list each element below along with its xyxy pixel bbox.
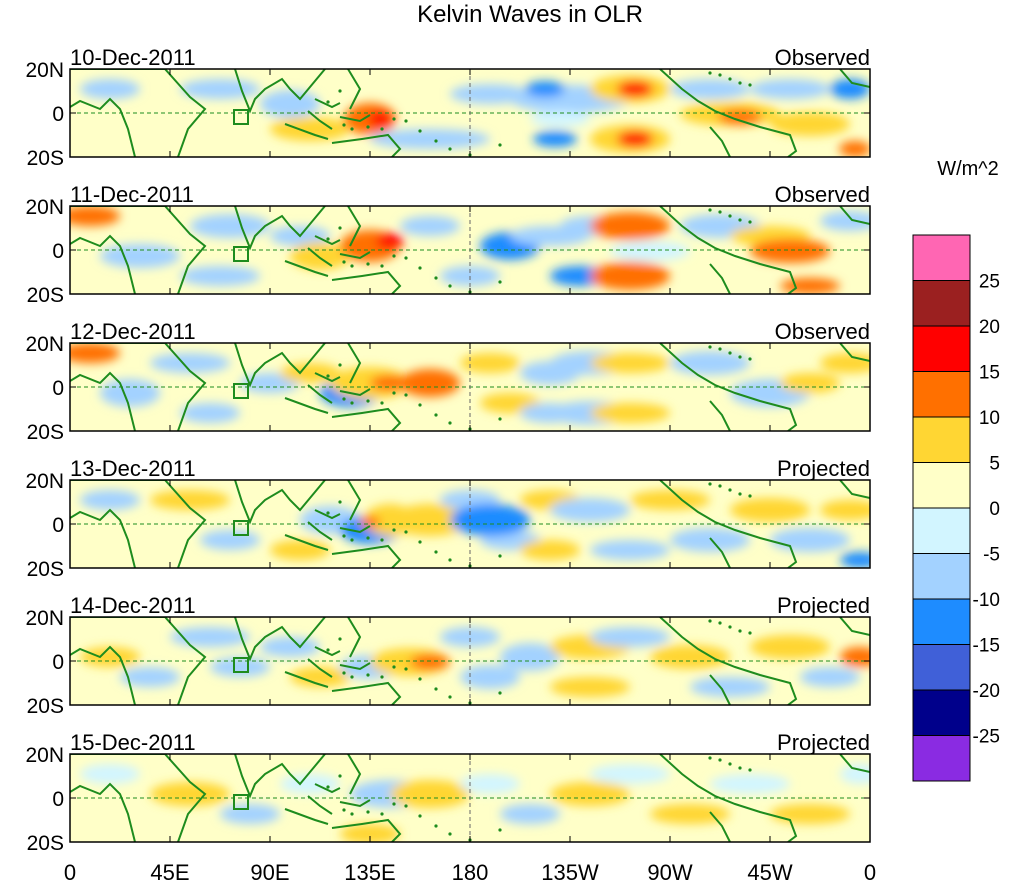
y-tick-label: 0	[52, 514, 64, 537]
colorbar-label: -20	[973, 681, 1000, 702]
colorbar-swatch	[912, 416, 971, 463]
x-tick-label: 45W	[747, 860, 792, 885]
x-tick-label: 180	[452, 860, 489, 885]
colorbar-swatch	[912, 507, 971, 554]
panel: 13-Dec-2011 Projected 20N 0 20S	[25, 456, 871, 581]
panel-date: 14-Dec-2011	[70, 593, 196, 618]
y-tick-label: 20N	[25, 333, 64, 356]
x-tick-label: 90W	[647, 860, 692, 885]
y-tick-label: 20S	[27, 558, 64, 581]
panel-type: Observed	[775, 182, 870, 207]
colorbar-label: -10	[973, 590, 1000, 611]
panel: 10-Dec-2011 Observed 20N 0 20S	[25, 45, 871, 170]
y-tick-label: 20S	[27, 421, 64, 444]
colorbar-swatch	[912, 735, 971, 782]
panel: 11-Dec-2011 Observed 20N 0 20S	[25, 182, 871, 307]
y-tick-label: 20S	[27, 695, 64, 718]
y-tick-label: 0	[52, 377, 64, 400]
colorbar-label: -15	[973, 636, 1000, 657]
y-tick-label: 20N	[25, 59, 64, 82]
panel: 14-Dec-2011 Projected 20N 0 20S	[25, 593, 871, 718]
olr-anomaly-field	[70, 754, 870, 842]
panel-type: Observed	[775, 319, 870, 344]
y-tick-label: 0	[52, 103, 64, 126]
panel-date: 12-Dec-2011	[70, 319, 196, 344]
colorbar-label: 0	[989, 499, 1000, 520]
colorbar-swatch	[912, 371, 971, 418]
panel-date: 15-Dec-2011	[70, 730, 196, 755]
x-tick-label: 90E	[250, 860, 289, 885]
colorbar-swatch	[912, 280, 971, 327]
colorbar-swatch	[912, 325, 971, 372]
x-tick-label: 0	[864, 860, 876, 885]
colorbar-label: 20	[979, 317, 1000, 338]
x-axis: 0 45E 90E 135E 180 135W 90W 45W 0	[64, 860, 876, 885]
units-label: W/m^2	[937, 158, 999, 180]
colorbar-swatch	[912, 644, 971, 691]
y-tick-label: 20S	[27, 832, 64, 855]
x-tick-label: 135E	[344, 860, 395, 885]
colorbar-label: 10	[979, 408, 1000, 429]
y-tick-label: 0	[52, 788, 64, 811]
x-tick-label: 45E	[150, 860, 189, 885]
panels: 10-Dec-2011 Observed 20N 0 20S 11-Dec-2011 Obs…	[25, 45, 871, 855]
panel: 15-Dec-2011 Projected 20N 0 20S	[25, 730, 871, 855]
colorbar-label: -25	[973, 727, 1000, 748]
panel-type: Projected	[777, 730, 870, 755]
y-tick-label: 20N	[25, 196, 64, 219]
colorbar-label: 5	[989, 454, 1000, 475]
panel-type: Observed	[775, 45, 870, 70]
panel-date: 11-Dec-2011	[70, 182, 194, 207]
x-tick-label: 0	[64, 860, 76, 885]
figure-title: Kelvin Waves in OLR	[417, 1, 643, 28]
colorbar-label: 15	[979, 363, 1000, 384]
colorbar-swatch	[912, 553, 971, 600]
colorbar-swatch	[912, 234, 971, 281]
colorbar: 25 20 15 10 5 0 -5 -10 -15 -20 -25	[912, 234, 1000, 782]
y-tick-label: 20S	[27, 147, 64, 170]
panel: 12-Dec-2011 Observed 20N 0 20S	[25, 319, 871, 444]
colorbar-swatch	[912, 689, 971, 736]
x-tick-label: 135W	[541, 860, 599, 885]
colorbar-label: -5	[983, 545, 1000, 566]
y-tick-label: 20S	[27, 284, 64, 307]
y-tick-label: 20N	[25, 744, 64, 767]
colorbar-label: 25	[979, 272, 1000, 293]
y-tick-label: 20N	[25, 607, 64, 630]
panel-date: 10-Dec-2011	[70, 45, 196, 70]
y-tick-label: 0	[52, 240, 64, 263]
y-tick-label: 0	[52, 651, 64, 674]
colorbar-swatch	[912, 462, 971, 509]
y-tick-label: 20N	[25, 470, 64, 493]
panel-type: Projected	[777, 456, 870, 481]
panel-type: Projected	[777, 593, 870, 618]
colorbar-swatch	[912, 598, 971, 645]
panel-date: 13-Dec-2011	[70, 456, 196, 481]
